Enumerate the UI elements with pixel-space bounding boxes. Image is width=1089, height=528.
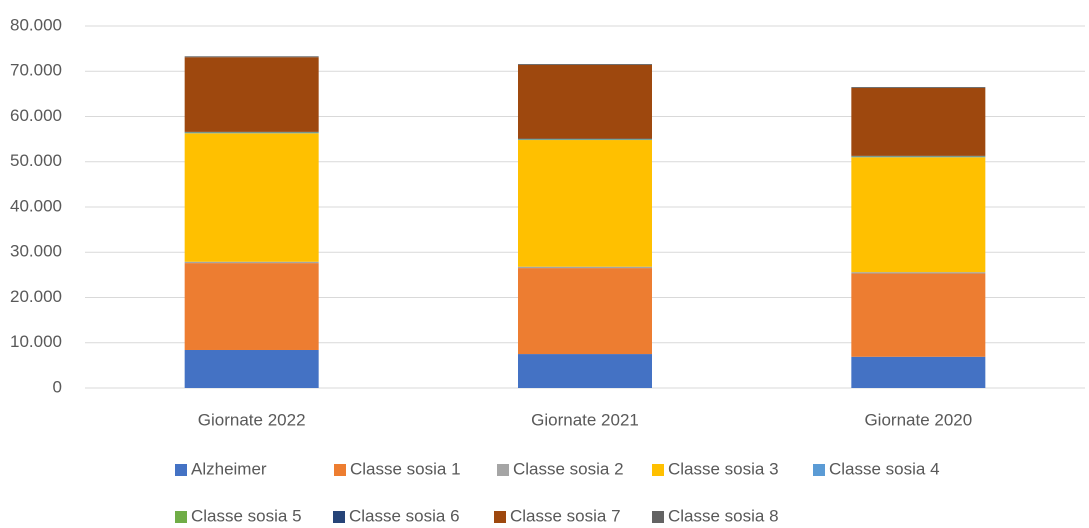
legend-swatch	[175, 464, 187, 476]
legend-label: Classe sosia 5	[191, 506, 302, 525]
y-tick-label: 0	[53, 377, 62, 396]
y-tick-label: 50.000	[10, 151, 62, 170]
bar-segment	[851, 273, 986, 357]
y-tick-label: 60.000	[10, 106, 62, 125]
legend-label: Classe sosia 6	[349, 506, 460, 525]
bar-segment	[851, 87, 986, 88]
x-tick-label: Giornate 2022	[198, 410, 306, 429]
bar-segment	[851, 356, 986, 388]
legend-label: Alzheimer	[191, 459, 267, 478]
legend-label: Classe sosia 3	[668, 459, 779, 478]
bar-segment	[184, 133, 319, 262]
legend-label: Classe sosia 4	[829, 459, 940, 478]
legend-swatch	[652, 464, 664, 476]
y-tick-label: 30.000	[10, 242, 62, 261]
y-tick-label: 70.000	[10, 61, 62, 80]
x-tick-label: Giornate 2021	[531, 410, 639, 429]
y-tick-label: 40.000	[10, 196, 62, 215]
bar-segment	[518, 354, 652, 388]
bar-segment	[518, 268, 652, 355]
legend-swatch	[497, 464, 509, 476]
x-tick-label: Giornate 2020	[864, 410, 972, 429]
bar-segment	[184, 261, 319, 264]
bar-segment	[851, 272, 986, 274]
bar-segment	[518, 64, 652, 65]
legend-label: Classe sosia 8	[668, 506, 779, 525]
bar-segment	[518, 266, 652, 269]
legend-label: Classe sosia 2	[513, 459, 624, 478]
bar-segment	[518, 64, 652, 139]
y-tick-label: 10.000	[10, 332, 62, 351]
bar-segment	[184, 263, 319, 350]
legend-swatch	[813, 464, 825, 476]
legend-swatch	[334, 464, 346, 476]
legend-swatch	[652, 511, 664, 523]
bar-segment	[184, 349, 319, 388]
y-tick-label: 20.000	[10, 287, 62, 306]
legend-label: Classe sosia 7	[510, 506, 621, 525]
bar-segment	[851, 157, 986, 273]
bar-segment	[184, 56, 319, 58]
legend-label: Classe sosia 1	[350, 459, 461, 478]
y-tick-label: 80.000	[10, 15, 62, 34]
bar-segment	[518, 140, 652, 267]
legend-swatch	[494, 511, 506, 523]
bar-segment	[184, 57, 319, 132]
legend-swatch	[333, 511, 345, 523]
bar-segment	[851, 87, 986, 156]
legend-swatch	[175, 511, 187, 523]
